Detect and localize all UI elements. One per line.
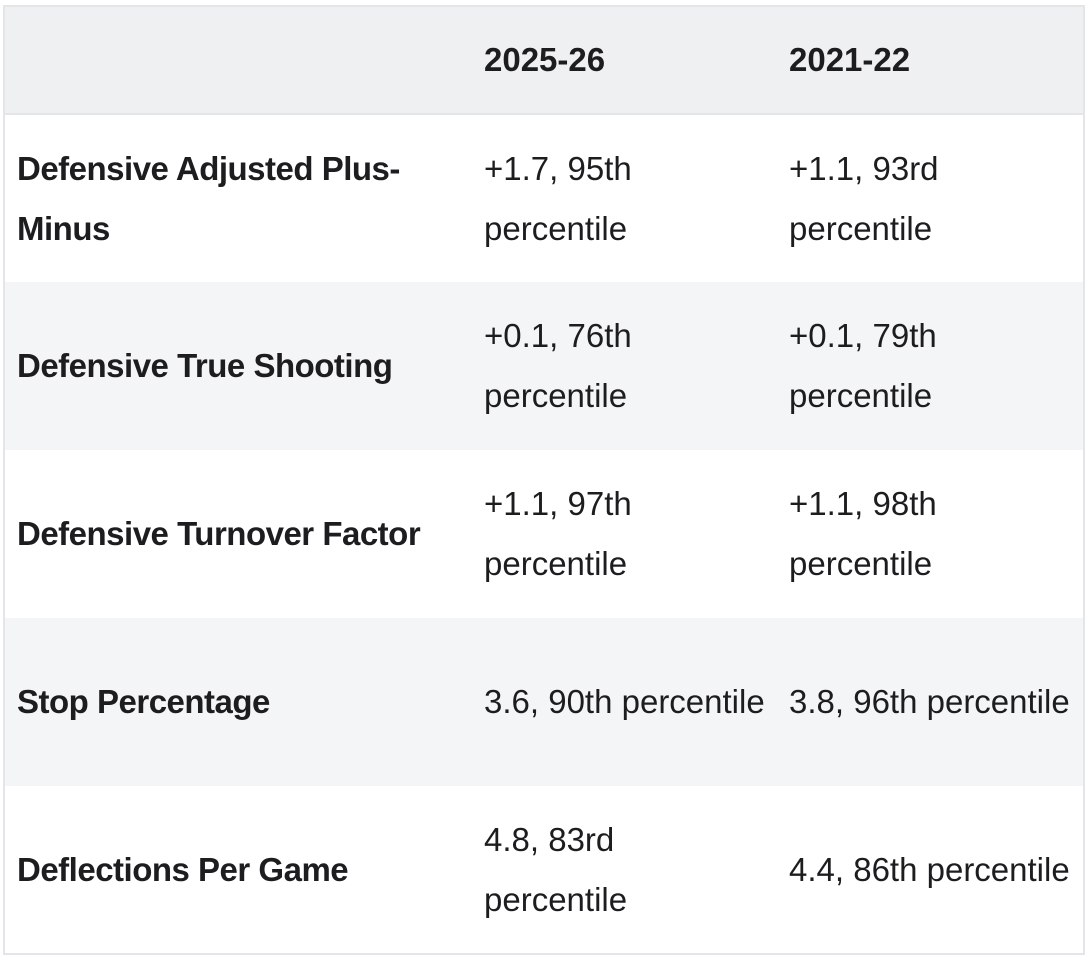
row-label: Deflections Per Game [17,850,349,888]
stats-table: 2025-26 2021-22 Defensive Adjusted Plus-… [3,5,1085,955]
table-body: Defensive Adjusted Plus-Minus +1.7, 95th … [4,114,1084,954]
stat-cell: +0.1, 79th percentile [789,317,937,414]
header-row: 2025-26 2021-22 [4,6,1084,114]
stat-cell: 4.8, 83rd percentile [484,820,628,918]
stat-cell: +0.1, 76th percentile [484,317,632,414]
stat-cell: +1.1, 98th percentile [789,485,937,582]
stat-cell: +1.1, 93rd percentile [789,149,939,247]
table-header: 2025-26 2021-22 [4,6,1084,114]
stat-cell: 3.8, 96th percentile [789,683,1070,720]
stat-cell: +1.7, 95th percentile [484,149,632,247]
table-row: Stop Percentage 3.6, 90th percentile 3.8, … [4,618,1084,786]
stat-cell: 4.4, 86th percentile [789,850,1070,888]
row-label: Stop Percentage [17,683,270,720]
table-row: Deflections Per Game 4.8, 83rd percentile… [4,786,1084,954]
column-header: 2021-22 [789,41,911,78]
header-empty [4,6,472,114]
table-row: Defensive Turnover Factor +1.1, 97th perc… [4,450,1084,618]
row-label: Defensive True Shooting [17,347,393,384]
table-container: 2025-26 2021-22 Defensive Adjusted Plus-… [3,5,1085,955]
column-header: 2025-26 [484,41,606,78]
row-label: Defensive Adjusted Plus-Minus [17,149,400,247]
row-label: Defensive Turnover Factor [17,515,421,552]
table-row: Defensive Adjusted Plus-Minus +1.7, 95th … [4,114,1084,282]
stat-cell: 3.6, 90th percentile [484,683,765,720]
table-row: Defensive True Shooting +0.1, 76th percen… [4,282,1084,450]
stat-cell: +1.1, 97th percentile [484,485,632,582]
